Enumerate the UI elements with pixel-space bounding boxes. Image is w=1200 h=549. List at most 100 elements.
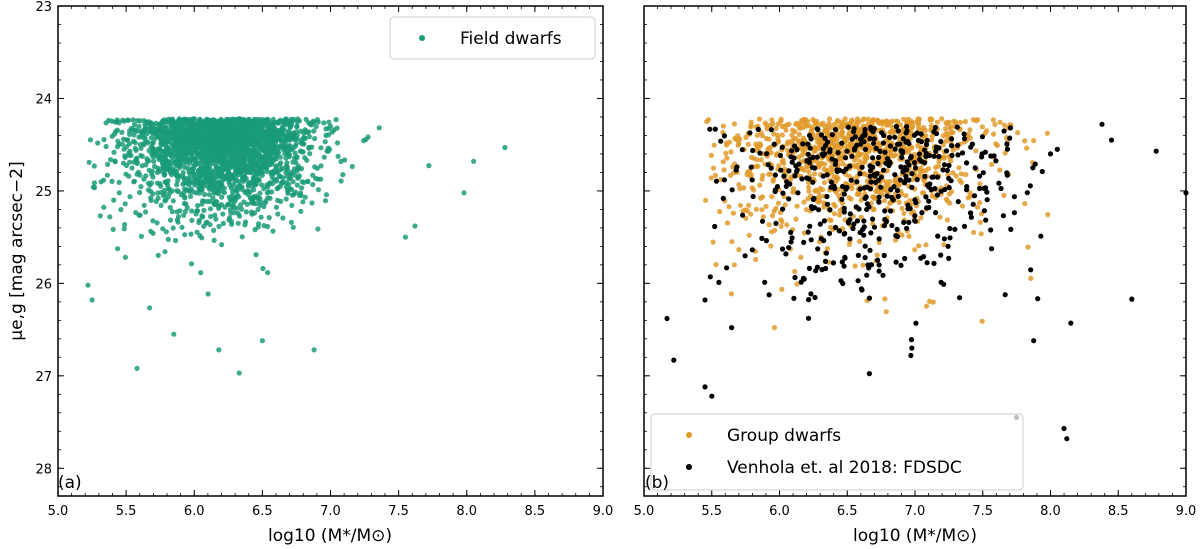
data-point <box>269 189 275 195</box>
data-point <box>773 125 779 131</box>
data-point <box>309 200 315 206</box>
data-point <box>835 150 841 156</box>
data-point <box>199 201 205 207</box>
data-point <box>185 149 191 155</box>
data-point <box>852 134 858 140</box>
data-point <box>291 191 297 197</box>
data-point <box>887 134 893 141</box>
data-point <box>928 123 935 129</box>
data-point <box>997 119 1003 125</box>
data-point <box>786 196 792 202</box>
data-point <box>246 149 252 155</box>
data-point <box>786 168 792 174</box>
data-point <box>297 190 304 196</box>
data-point <box>230 124 236 130</box>
data-point <box>1001 122 1008 128</box>
data-point <box>879 130 885 136</box>
data-point <box>87 137 93 143</box>
data-point <box>197 161 203 167</box>
data-point <box>286 176 292 182</box>
data-point <box>199 185 205 191</box>
x-tick-label: 8.0 <box>456 504 477 519</box>
data-point <box>794 203 800 209</box>
data-point <box>994 142 1001 148</box>
data-point <box>792 274 798 281</box>
data-point <box>941 236 948 242</box>
data-point <box>812 145 818 151</box>
data-point <box>235 192 241 198</box>
data-point <box>822 258 829 264</box>
data-point <box>855 252 862 258</box>
data-point <box>664 315 670 322</box>
data-point <box>892 146 898 152</box>
data-point <box>805 229 811 235</box>
data-point <box>941 281 947 287</box>
data-point <box>221 190 228 196</box>
data-point <box>318 145 324 151</box>
data-point <box>851 221 857 227</box>
data-point <box>851 126 857 132</box>
data-point <box>813 121 819 127</box>
data-point <box>264 148 270 154</box>
panel-b-xlabel: log10 (M*/M⊙) <box>853 526 977 546</box>
data-point <box>172 160 178 166</box>
data-point <box>973 148 979 154</box>
x-tick-label: 5.0 <box>48 504 69 519</box>
data-point <box>779 286 785 292</box>
data-point <box>306 134 312 140</box>
data-point <box>876 194 882 200</box>
data-point <box>918 139 925 145</box>
data-point <box>769 213 776 219</box>
data-point <box>1007 135 1013 141</box>
data-point <box>806 169 812 175</box>
data-point <box>292 143 299 149</box>
data-point <box>770 178 776 184</box>
data-point <box>103 143 109 150</box>
data-point <box>943 138 949 144</box>
data-point <box>763 135 770 142</box>
data-point <box>758 157 764 163</box>
data-point <box>926 198 932 204</box>
data-point <box>789 159 795 165</box>
data-point <box>958 179 965 186</box>
data-point <box>904 225 910 231</box>
data-point <box>235 220 241 226</box>
data-point <box>801 230 807 236</box>
data-point <box>852 263 858 269</box>
data-point <box>816 207 822 213</box>
data-point <box>133 210 139 216</box>
data-point <box>155 195 161 201</box>
data-point <box>290 224 296 230</box>
data-point <box>245 121 251 128</box>
data-point <box>174 182 180 188</box>
data-point <box>190 145 196 151</box>
data-point <box>295 175 301 181</box>
data-point <box>846 195 852 201</box>
panel-b-ticks: 5.0 5.5 6.0 6.5 7.0 7.5 8.0 8.5 9.0 <box>634 5 1196 519</box>
data-point <box>870 117 876 124</box>
data-point <box>143 173 149 179</box>
data-point <box>245 183 251 189</box>
data-point <box>844 148 850 154</box>
data-point <box>180 117 187 123</box>
data-point <box>109 133 115 139</box>
data-point <box>908 337 915 343</box>
data-point <box>175 172 181 178</box>
data-point <box>950 129 956 135</box>
data-point <box>779 132 785 138</box>
data-point <box>941 162 948 168</box>
data-point <box>889 128 895 134</box>
data-point <box>769 194 775 200</box>
data-point <box>208 147 214 153</box>
data-point <box>826 116 833 122</box>
data-point <box>866 265 872 271</box>
data-point <box>175 219 181 225</box>
data-point <box>285 190 291 196</box>
data-point <box>808 291 814 297</box>
data-point <box>775 121 781 127</box>
data-point <box>745 141 751 147</box>
data-point <box>322 139 328 145</box>
data-point <box>294 182 300 188</box>
data-point <box>226 144 232 150</box>
data-point <box>127 194 133 200</box>
